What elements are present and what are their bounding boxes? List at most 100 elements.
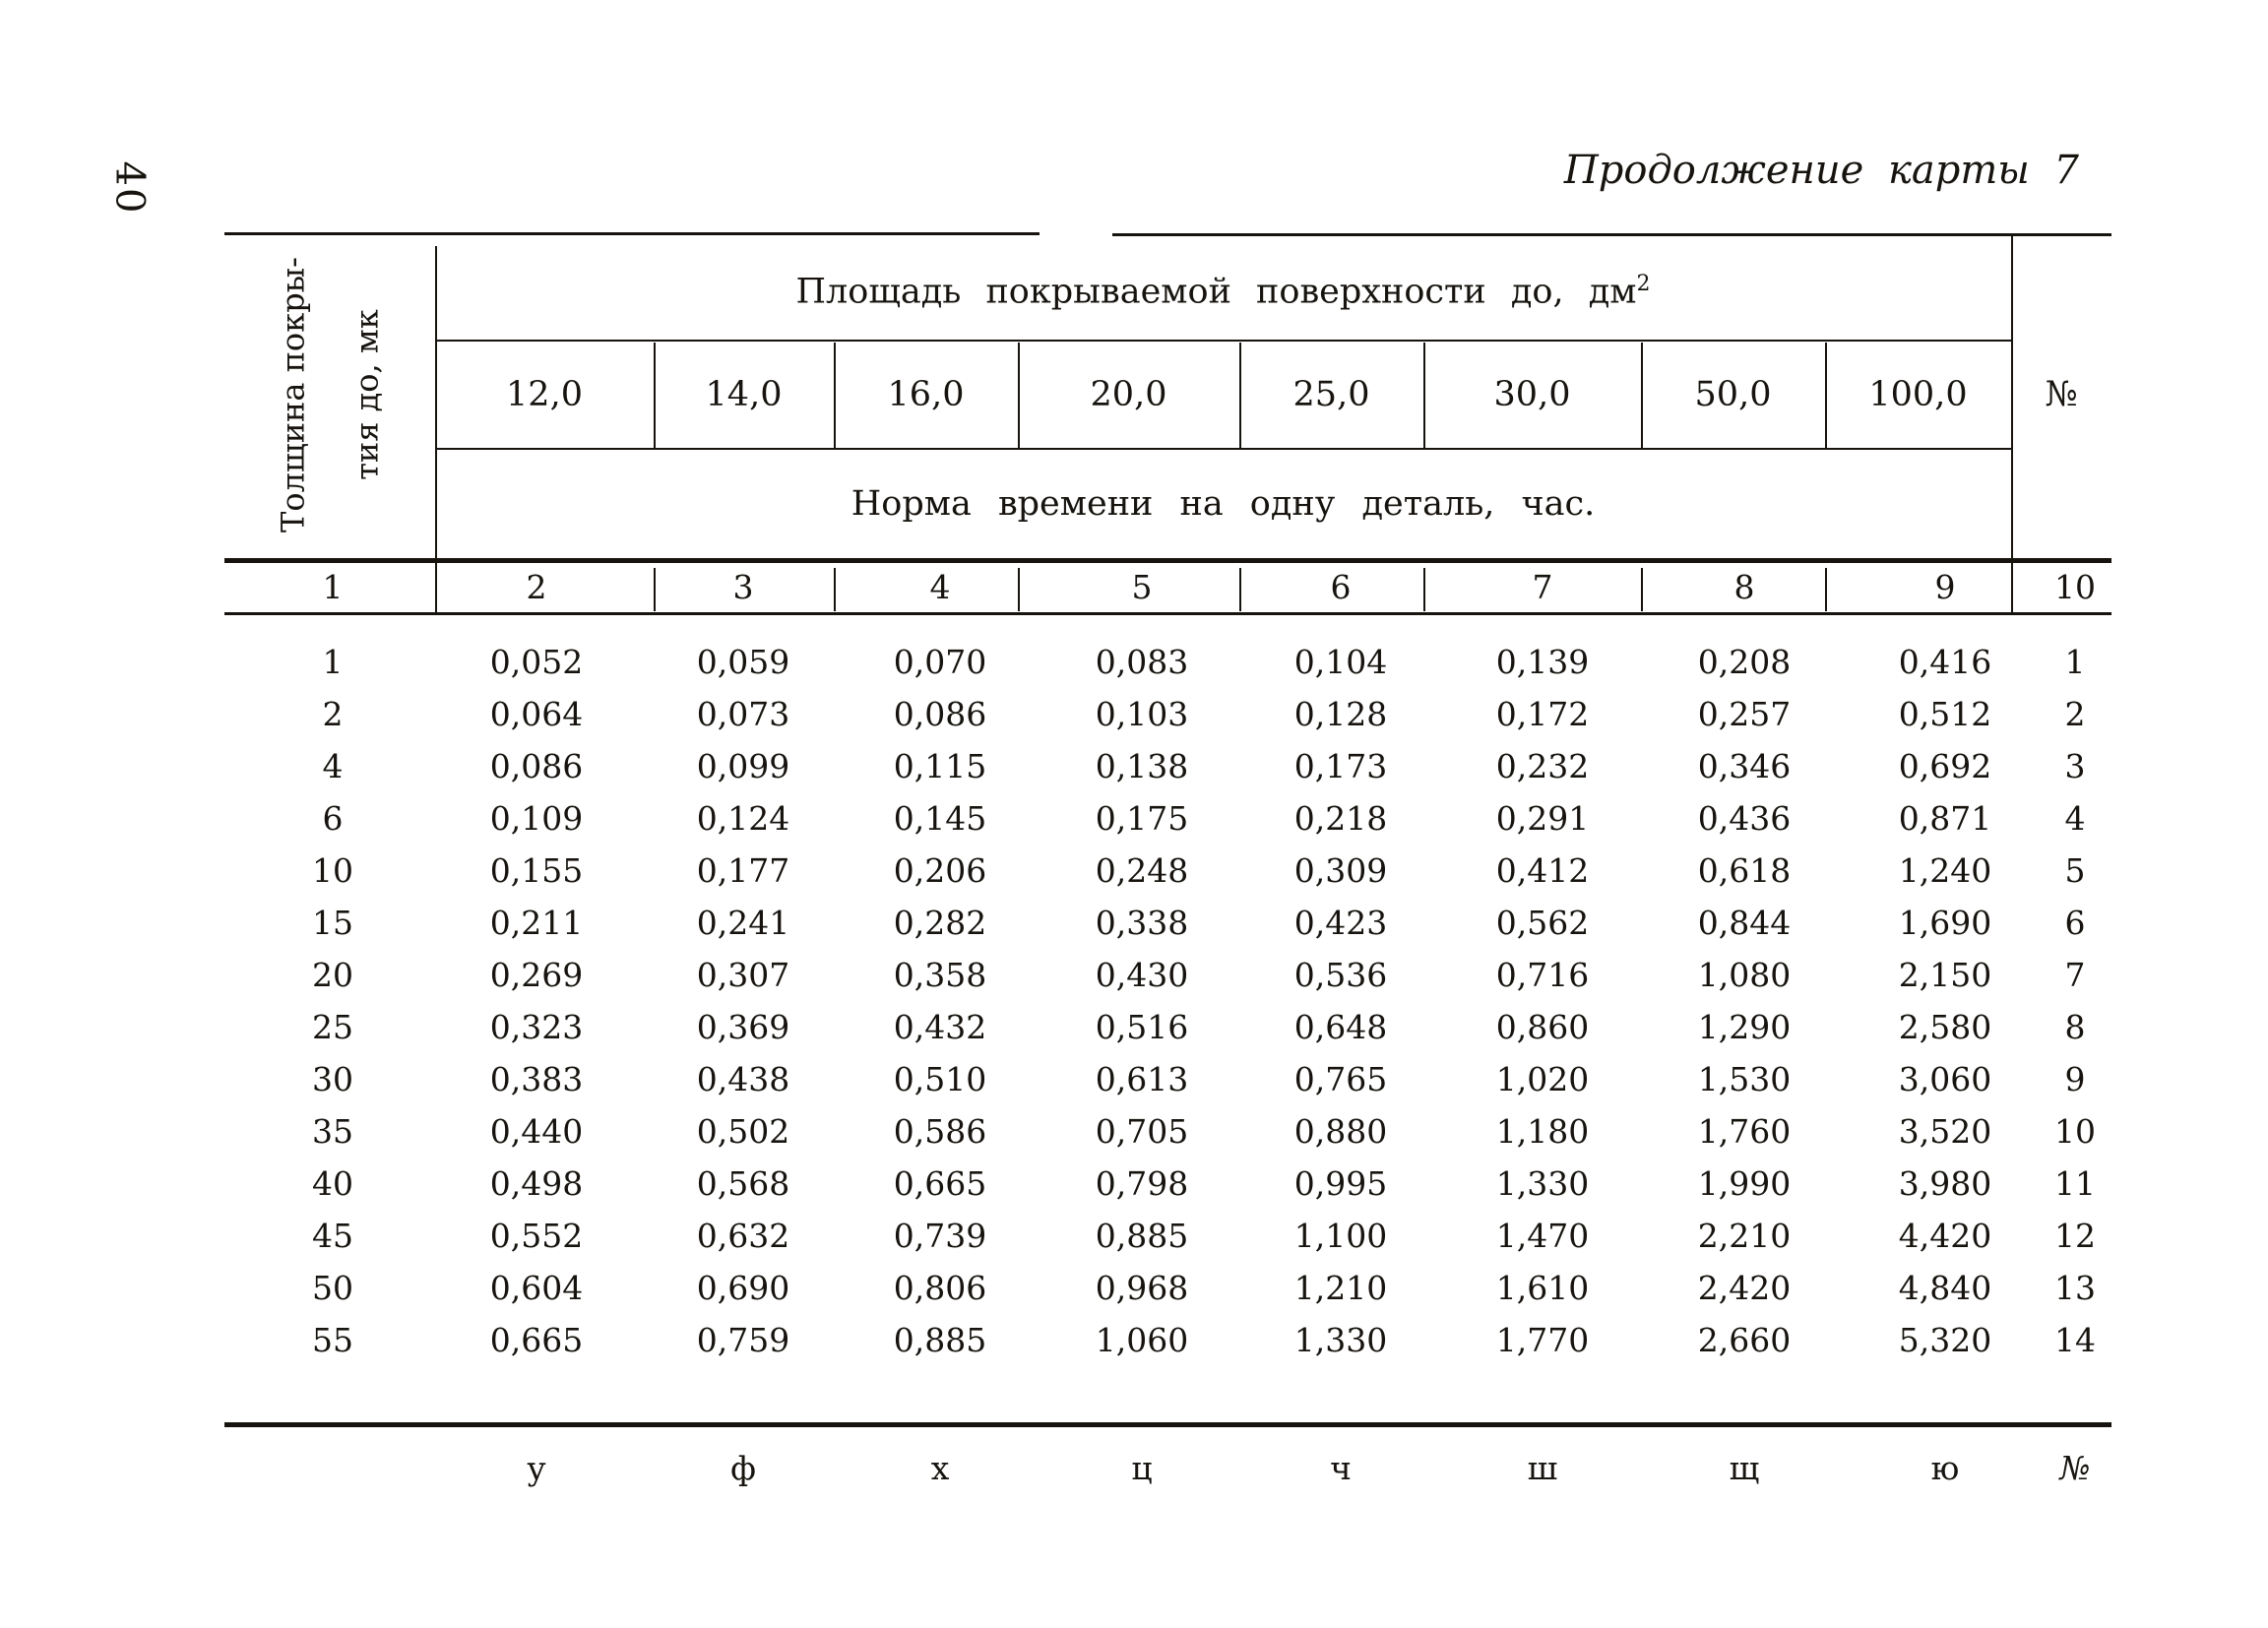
table-row: 10 0,155 0,177 0,206 0,248 0,309 0,412 0,618 1,2… bbox=[224, 845, 2111, 897]
area-divider bbox=[1825, 343, 1827, 448]
cell-value: 0,613 bbox=[1095, 1060, 1189, 1098]
cell-value: 0,759 bbox=[696, 1321, 790, 1359]
cell-value: 1,990 bbox=[1697, 1164, 1792, 1203]
cell-thickness: 30 bbox=[312, 1060, 353, 1098]
footer-letter-row: у ф х ц ч ш щ ю № bbox=[224, 1439, 2111, 1498]
column-number: 1 bbox=[322, 568, 344, 606]
cell-value: 1,210 bbox=[1293, 1269, 1388, 1307]
column-number: 6 bbox=[1330, 568, 1352, 606]
cell-row-number: 13 bbox=[2054, 1269, 2096, 1307]
divider-rowheader bbox=[435, 246, 437, 612]
cell-value: 0,307 bbox=[696, 956, 790, 994]
cell-value: 0,860 bbox=[1495, 1008, 1590, 1046]
table-row: 15 0,211 0,241 0,282 0,338 0,423 0,562 0,844 1,6… bbox=[224, 897, 2111, 949]
cell-value: 0,291 bbox=[1495, 799, 1590, 838]
cell-thickness: 40 bbox=[312, 1164, 353, 1203]
colnum-tick bbox=[1423, 568, 1425, 611]
cell-value: 1,330 bbox=[1293, 1321, 1388, 1359]
cell-value: 0,099 bbox=[696, 747, 790, 785]
table-row: 6 0,109 0,124 0,145 0,175 0,218 0,291 0,436 0,87… bbox=[224, 792, 2111, 845]
area-divider bbox=[1641, 343, 1643, 448]
cell-value: 0,124 bbox=[696, 799, 790, 838]
colnum-tick bbox=[1825, 568, 1827, 611]
cell-value: 1,100 bbox=[1293, 1217, 1388, 1255]
cell-value: 0,412 bbox=[1495, 851, 1590, 890]
cell-value: 0,665 bbox=[893, 1164, 987, 1203]
cell-value: 0,438 bbox=[696, 1060, 790, 1098]
cell-value: 0,665 bbox=[489, 1321, 584, 1359]
rule-under-group bbox=[435, 340, 2011, 342]
cell-value: 0,844 bbox=[1697, 904, 1792, 942]
cell-value: 0,536 bbox=[1293, 956, 1388, 994]
colnum-tick bbox=[834, 568, 836, 611]
cell-value: 1,020 bbox=[1495, 1060, 1590, 1098]
cell-value: 0,705 bbox=[1095, 1112, 1189, 1151]
cell-thickness: 2 bbox=[322, 695, 344, 733]
cell-value: 1,060 bbox=[1095, 1321, 1189, 1359]
cell-value: 1,290 bbox=[1697, 1008, 1792, 1046]
area-divider bbox=[1423, 343, 1425, 448]
cell-thickness: 10 bbox=[312, 851, 353, 890]
footer-letter: ц bbox=[1131, 1449, 1153, 1487]
colnum-tick bbox=[1641, 568, 1643, 611]
cell-value: 3,980 bbox=[1898, 1164, 1992, 1203]
cell-value: 1,530 bbox=[1697, 1060, 1792, 1098]
cell-value: 1,180 bbox=[1495, 1112, 1590, 1151]
cell-value: 0,516 bbox=[1095, 1008, 1189, 1046]
cell-value: 0,423 bbox=[1293, 904, 1388, 942]
cell-thickness: 6 bbox=[322, 799, 344, 838]
cell-value: 0,086 bbox=[893, 695, 987, 733]
cell-value: 0,995 bbox=[1293, 1164, 1388, 1203]
colnum-tick bbox=[1239, 568, 1241, 611]
cell-value: 0,128 bbox=[1293, 695, 1388, 733]
cell-value: 1,240 bbox=[1898, 851, 1992, 890]
area-col-header: 14,0 bbox=[705, 375, 783, 414]
colnum-tick bbox=[435, 568, 437, 611]
column-number: 9 bbox=[1934, 568, 1956, 606]
cell-value: 0,232 bbox=[1495, 747, 1590, 785]
area-group-label-text: Площадь покрываемой поверхности до, дм bbox=[795, 272, 1637, 312]
cell-row-number: 3 bbox=[2064, 747, 2086, 785]
area-header-row: 12,0 14,0 16,0 20,0 25,0 30,0 50,0 100,0 bbox=[224, 342, 2111, 448]
subheader-label: Норма времени на одну деталь, час. bbox=[850, 484, 1596, 524]
cell-value: 0,358 bbox=[893, 956, 987, 994]
cell-value: 2,660 bbox=[1697, 1321, 1792, 1359]
cell-value: 0,871 bbox=[1898, 799, 1992, 838]
cell-thickness: 50 bbox=[312, 1269, 353, 1307]
cell-row-number: 7 bbox=[2064, 956, 2086, 994]
cell-value: 0,416 bbox=[1898, 643, 1992, 681]
cell-value: 0,070 bbox=[893, 643, 987, 681]
cell-value: 0,059 bbox=[696, 643, 790, 681]
table-row: 50 0,604 0,690 0,806 0,968 1,210 1,610 2,420 4,8… bbox=[224, 1262, 2111, 1314]
table-row: 25 0,323 0,369 0,432 0,516 0,648 0,860 1,290 2,5… bbox=[224, 1001, 2111, 1053]
cell-value: 0,885 bbox=[1095, 1217, 1189, 1255]
footer-letter: № bbox=[2059, 1449, 2091, 1487]
cell-value: 0,586 bbox=[893, 1112, 987, 1151]
cell-row-number: 6 bbox=[2064, 904, 2086, 942]
cell-row-number: 14 bbox=[2054, 1321, 2096, 1359]
cell-value: 0,383 bbox=[489, 1060, 584, 1098]
column-number: 4 bbox=[929, 568, 951, 606]
cell-value: 1,610 bbox=[1495, 1269, 1590, 1307]
cell-value: 0,604 bbox=[489, 1269, 584, 1307]
cell-value: 0,241 bbox=[696, 904, 790, 942]
table-row: 45 0,552 0,632 0,739 0,885 1,100 1,470 2,210 4,4… bbox=[224, 1210, 2111, 1262]
cell-value: 1,080 bbox=[1697, 956, 1792, 994]
colnum-tick bbox=[1018, 568, 1020, 611]
cell-value: 1,770 bbox=[1495, 1321, 1590, 1359]
page-number: 40 bbox=[106, 160, 153, 216]
cell-value: 0,562 bbox=[1495, 904, 1590, 942]
footer-letter: х bbox=[930, 1449, 950, 1487]
table-row: 4 0,086 0,099 0,115 0,138 0,173 0,232 0,346 0,69… bbox=[224, 740, 2111, 792]
cell-value: 0,885 bbox=[893, 1321, 987, 1359]
cell-value: 0,498 bbox=[489, 1164, 584, 1203]
cell-value: 0,175 bbox=[1095, 799, 1189, 838]
area-divider bbox=[654, 343, 656, 448]
cell-value: 0,765 bbox=[1293, 1060, 1388, 1098]
rule-top-left bbox=[224, 232, 1040, 235]
cell-value: 0,440 bbox=[489, 1112, 584, 1151]
column-number: 7 bbox=[1532, 568, 1553, 606]
cell-value: 0,052 bbox=[489, 643, 584, 681]
colnum-tick bbox=[2011, 568, 2013, 611]
cell-thickness: 15 bbox=[312, 904, 353, 942]
